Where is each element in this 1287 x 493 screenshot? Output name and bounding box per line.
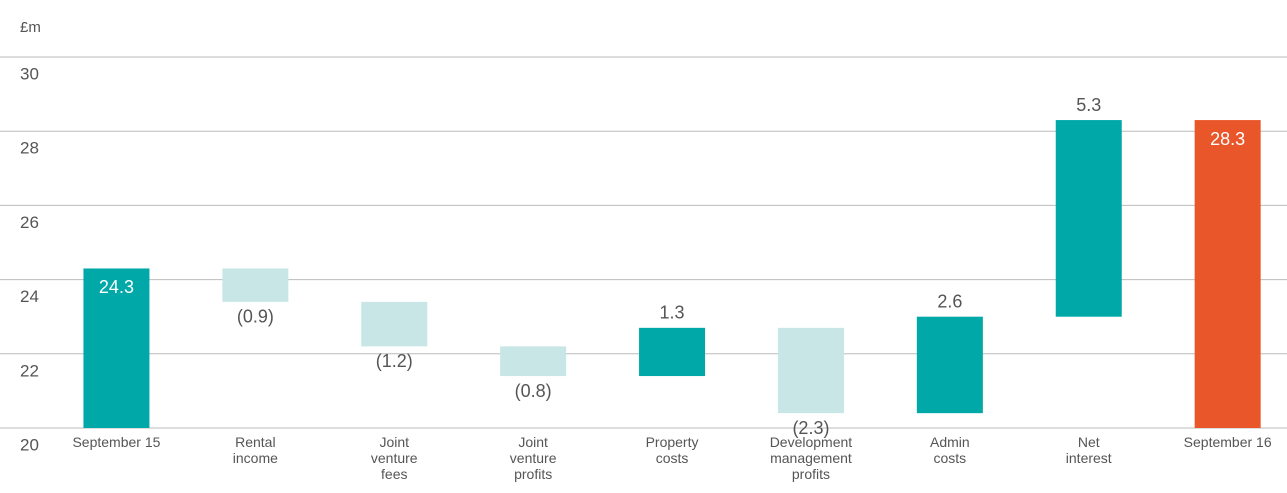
bar <box>1055 120 1122 317</box>
value-label: 5.3 <box>1076 95 1101 115</box>
x-tick-label-line: costs <box>656 450 689 466</box>
x-tick-label: Joint venture fees <box>371 434 418 482</box>
x-tick-label-line: income <box>233 450 278 466</box>
x-tick-label: Rental income <box>233 434 278 466</box>
value-label: (1.2) <box>376 351 413 371</box>
bar <box>777 327 844 414</box>
bar <box>916 316 983 414</box>
y-axis-label: £m <box>20 19 41 36</box>
x-tick-label-line: September 15 <box>72 434 160 450</box>
x-tick-label-line: September 16 <box>1184 434 1272 450</box>
bar <box>222 268 289 302</box>
x-tick-label: September 16 <box>1184 434 1272 450</box>
value-label: (0.8) <box>515 381 552 401</box>
bar <box>361 301 428 347</box>
x-tick-label: Property costs <box>646 434 699 466</box>
value-label: 28.3 <box>1210 129 1245 149</box>
x-tick-label-line: Rental <box>235 434 275 450</box>
y-tick-label: 30 <box>20 64 39 83</box>
x-tick-label: Development management profits <box>770 434 853 482</box>
x-tick-label-line: management <box>770 450 852 466</box>
y-tick-label: 22 <box>20 361 39 380</box>
x-tick-label-line: fees <box>381 466 407 482</box>
x-tick-label-line: Property <box>646 434 699 450</box>
x-tick-label-line: venture <box>510 450 557 466</box>
x-tick-label: Admin costs <box>930 434 970 466</box>
x-tick-label: Net interest <box>1066 434 1112 466</box>
x-tick-label-line: profits <box>792 466 830 482</box>
y-tick-label: 20 <box>20 435 39 454</box>
x-tick-label-line: costs <box>934 450 967 466</box>
bar <box>83 268 150 428</box>
value-label: (0.9) <box>237 307 274 327</box>
x-tick-label: Joint venture profits <box>510 434 557 482</box>
y-tick-label: 24 <box>20 287 39 306</box>
y-tick-label: 28 <box>20 139 39 158</box>
value-label: 1.3 <box>660 303 685 323</box>
x-tick-label-line: interest <box>1066 450 1112 466</box>
x-tick-label: September 15 <box>72 434 160 450</box>
x-tick-label-line: Development <box>770 434 853 450</box>
x-tick-label-line: Admin <box>930 434 970 450</box>
value-label: 2.6 <box>937 291 962 311</box>
value-label: 24.3 <box>99 277 134 297</box>
x-tick-label-line: Net <box>1078 434 1100 450</box>
bar <box>639 327 706 377</box>
x-tick-label-line: profits <box>514 466 552 482</box>
x-tick-label-line: Joint <box>518 434 548 450</box>
bar <box>1194 120 1261 428</box>
bar <box>500 346 567 377</box>
value-label: (2.3) <box>792 418 829 438</box>
x-tick-label-line: venture <box>371 450 418 466</box>
y-tick-label: 26 <box>20 213 39 232</box>
x-tick-label-line: Joint <box>379 434 409 450</box>
